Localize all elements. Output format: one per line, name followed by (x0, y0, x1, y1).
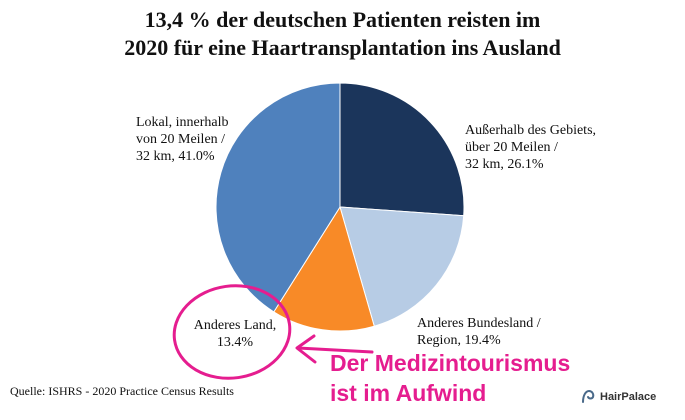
annotation-arrow (295, 334, 374, 364)
pie-slice-bundesland (339, 206, 465, 327)
highlight-circle (172, 284, 292, 380)
annotation-text: Der Medizintourismus ist im Aufwind (330, 348, 570, 408)
annotation-line-1: Der Medizintourismus (330, 350, 571, 376)
chart-title: 13,4 % der deutschen Patienten reisten i… (0, 6, 685, 62)
slice-label-ausserhalb: Außerhalb des Gebiets, über 20 Meilen / … (465, 123, 597, 172)
pie-slice-ausserhalb (339, 82, 465, 217)
hairpalace-logo-text: HairPalace (600, 391, 657, 403)
hairpalace-logo: HairPalace (580, 389, 656, 405)
pie-slice-anderes-land (273, 205, 375, 332)
chart-title-line-2: 2020 für eine Haartransplantation ins Au… (124, 35, 561, 60)
chart-title-line-1: 13,4 % der deutschen Patienten reisten i… (144, 7, 541, 32)
annotation-line-2: ist im Aufwind (330, 380, 487, 406)
slice-label-bundesland: Anderes Bundesland / Region, 19.4% (417, 316, 541, 348)
slice-label-lokal: Lokal, innerhalb von 20 Meilen / 32 km, … (136, 115, 229, 164)
hairpalace-logo-icon (582, 389, 595, 403)
pie-slices (215, 82, 465, 332)
source-note: Quelle: ISHRS - 2020 Practice Census Res… (10, 384, 234, 398)
slice-label-anderes-land: Anderes Land, 13.4% (193, 318, 277, 350)
